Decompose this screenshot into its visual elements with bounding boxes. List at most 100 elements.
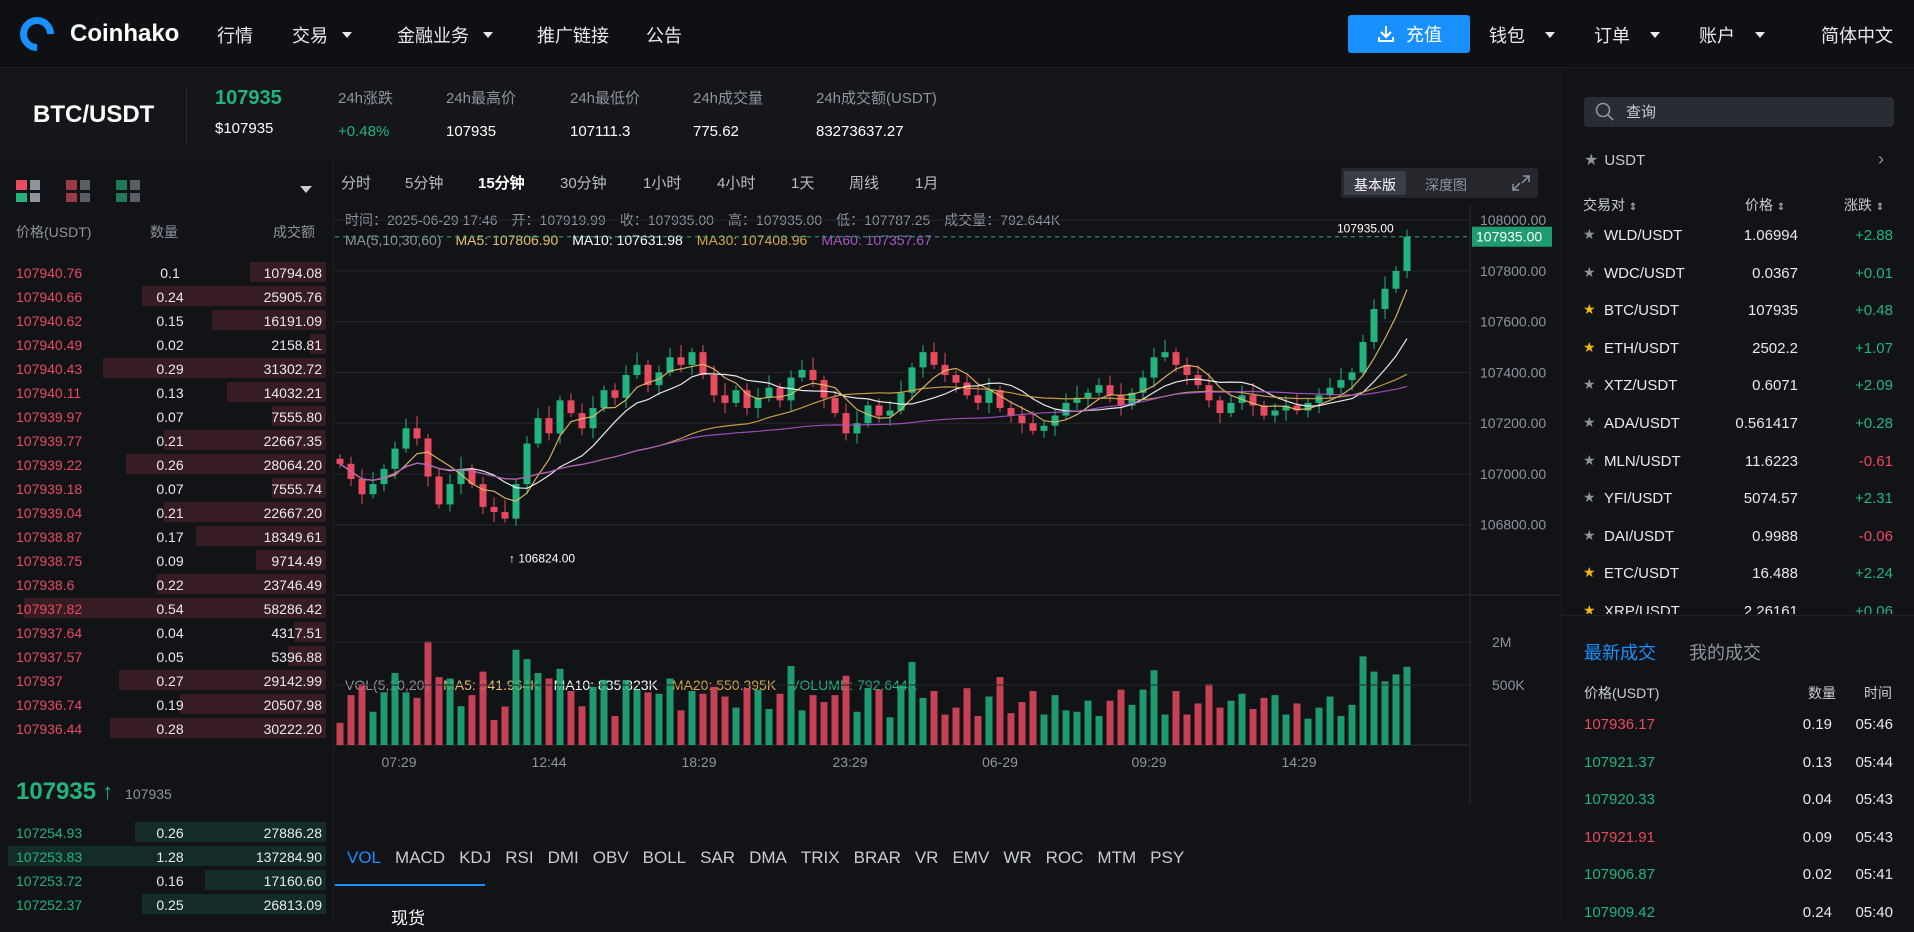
search-input[interactable] <box>1626 103 1876 121</box>
star-icon[interactable]: ★ <box>1583 414 1596 430</box>
indicator-tab[interactable]: DMA <box>749 848 787 867</box>
timeframe-tab[interactable]: 1月 <box>915 175 939 192</box>
ask-row[interactable]: 107939.04 0.21 22667.20 <box>8 500 326 524</box>
indicator-tab[interactable]: MTM <box>1097 848 1137 867</box>
ask-row[interactable]: 107937 0.27 29142.99 <box>8 668 326 692</box>
deposit-button[interactable]: 充值 <box>1348 15 1470 53</box>
ask-row[interactable]: 107940.11 0.13 14032.21 <box>8 380 326 404</box>
ask-row[interactable]: 107936.44 0.28 30222.20 <box>8 716 326 740</box>
ask-row[interactable]: 107939.22 0.26 28064.20 <box>8 452 326 476</box>
bid-row[interactable]: 107252.37 0.25 26813.09 <box>8 892 326 916</box>
fullscreen-icon[interactable] <box>1511 174 1531 192</box>
basic-view-button[interactable]: 基本版 <box>1344 171 1406 195</box>
timeframe-tab[interactable]: 分时 <box>341 175 372 192</box>
indicator-tab[interactable]: TRIX <box>800 848 840 867</box>
ask-row[interactable]: 107940.76 0.1 10794.08 <box>8 260 326 284</box>
ask-row[interactable]: 107938.87 0.17 18349.61 <box>8 524 326 548</box>
ask-row[interactable]: 107937.64 0.04 4317.51 <box>8 620 326 644</box>
market-row[interactable]: ★ XRP/USDT 2.26161 +0.06 <box>1562 595 1914 614</box>
indicator-tab[interactable]: BOLL <box>642 848 687 867</box>
ask-row[interactable]: 107937.57 0.05 5396.88 <box>8 644 326 668</box>
language-selector[interactable]: 简体中文 <box>1821 22 1893 48</box>
ask-row[interactable]: 107939.97 0.07 7555.80 <box>8 404 326 428</box>
market-row[interactable]: ★ MLN/USDT 11.6223 -0.61 <box>1562 445 1914 481</box>
brand-logo[interactable]: Coinhako <box>12 9 179 59</box>
nav-trade[interactable]: 交易 <box>292 22 352 48</box>
orderbook-both-icon[interactable] <box>16 180 40 202</box>
timeframe-tab[interactable]: 周线 <box>849 175 880 192</box>
indicator-tab[interactable]: ROC <box>1045 848 1084 867</box>
star-icon[interactable]: ★ <box>1583 451 1596 468</box>
tab-latest-trades[interactable]: 最新成交 <box>1584 643 1656 663</box>
timeframe-tab[interactable]: 1天 <box>791 175 815 192</box>
star-icon[interactable]: ★ <box>1583 602 1596 614</box>
timeframe-tab[interactable]: 1小时 <box>643 175 682 192</box>
star-icon[interactable]: ★ <box>1583 526 1596 543</box>
ask-row[interactable]: 107937.82 0.54 58286.42 <box>8 596 326 620</box>
nav-orders[interactable]: 订单 <box>1594 22 1660 48</box>
depth-view-button[interactable]: 深度图 <box>1425 177 1467 193</box>
ask-row[interactable]: 107936.74 0.19 20507.98 <box>8 692 326 716</box>
nav-account[interactable]: 账户 <box>1699 22 1765 48</box>
tab-my-trades[interactable]: 我的成交 <box>1689 643 1762 663</box>
precision-dropdown-icon[interactable] <box>300 186 312 193</box>
indicator-tab[interactable]: OBV <box>592 848 629 867</box>
star-icon[interactable]: ★ <box>1583 226 1596 242</box>
indicator-tab[interactable]: KDJ <box>459 848 492 867</box>
market-row[interactable]: ★ ETH/USDT 2502.2 +1.07 <box>1562 332 1914 368</box>
indicator-tab[interactable]: WR <box>1003 848 1032 867</box>
indicator-tab[interactable]: DMI <box>547 848 579 867</box>
indicator-tab[interactable]: PSY <box>1150 848 1185 867</box>
market-row[interactable]: ★ YFI/USDT 5074.57 +2.31 <box>1562 482 1914 518</box>
ask-row[interactable]: 107940.62 0.15 16191.09 <box>8 308 326 332</box>
star-icon[interactable]: ★ <box>1583 564 1596 581</box>
indicator-tab[interactable]: VR <box>914 848 939 867</box>
star-icon[interactable]: ★ <box>1583 338 1596 355</box>
ask-row[interactable]: 107940.66 0.24 25905.76 <box>8 284 326 308</box>
indicator-tab[interactable]: MACD <box>395 848 446 867</box>
candlestick-chart[interactable]: 108000.00 107800.00 107600.00 107400.00 1072… <box>335 205 1559 805</box>
timeframe-tab[interactable]: 5分钟 <box>405 175 444 192</box>
ask-row[interactable]: 107938.6 0.22 23746.49 <box>8 572 326 596</box>
market-row[interactable]: ★ XTZ/USDT 0.6071 +2.09 <box>1562 369 1914 405</box>
timeframe-tab[interactable]: 30分钟 <box>560 175 607 192</box>
star-icon[interactable]: ★ <box>1583 376 1596 393</box>
market-row[interactable]: ★ ETC/USDT 16.488 +2.24 <box>1562 557 1914 593</box>
orderbook-asks-icon[interactable] <box>66 180 90 202</box>
star-icon[interactable]: ★ <box>1583 263 1596 280</box>
bid-row[interactable]: 107253.83 1.28 137284.90 <box>8 844 326 868</box>
ask-row[interactable]: 107939.18 0.07 7555.74 <box>8 476 326 500</box>
nav-referral[interactable]: 推广链接 <box>537 22 609 48</box>
market-row[interactable]: ★ WLD/USDT 1.06994 +2.88 <box>1562 219 1914 255</box>
mk-header-change[interactable]: 涨跌 ⇕ <box>1844 195 1884 215</box>
nav-finance[interactable]: 金融业务 <box>397 22 493 48</box>
ask-row[interactable]: 107939.77 0.21 22667.35 <box>8 428 326 452</box>
indicator-tab[interactable]: EMV <box>952 848 990 867</box>
spot-tab[interactable]: 现货 <box>391 909 425 928</box>
market-row[interactable]: ★ WDC/USDT 0.0367 +0.01 <box>1562 257 1914 293</box>
timeframe-tab[interactable]: 15分钟 <box>478 175 525 192</box>
nav-wallet[interactable]: 钱包 <box>1489 22 1555 48</box>
indicator-tab[interactable]: BRAR <box>853 848 901 867</box>
chevron-right-icon[interactable]: › <box>1878 149 1884 169</box>
indicator-tab[interactable]: VOL <box>347 848 382 867</box>
ask-row[interactable]: 107940.49 0.02 2158.81 <box>8 332 326 356</box>
mk-header-pair[interactable]: 交易对 ⇕ <box>1583 195 1637 215</box>
nav-announcement[interactable]: 公告 <box>646 22 682 48</box>
ask-row[interactable]: 107940.43 0.29 31302.72 <box>8 356 326 380</box>
market-row[interactable]: ★ ADA/USDT 0.561417 +0.28 <box>1562 407 1914 443</box>
star-icon[interactable]: ★ <box>1583 301 1596 318</box>
indicator-tab[interactable]: SAR <box>700 848 736 867</box>
timeframe-tab[interactable]: 4小时 <box>717 175 756 192</box>
market-row[interactable]: ★ BTC/USDT 107935 +0.48 <box>1562 294 1914 330</box>
market-row[interactable]: ★ DAI/USDT 0.9988 -0.06 <box>1562 520 1914 556</box>
indicator-tab[interactable]: RSI <box>505 848 534 867</box>
bid-row[interactable]: 107253.72 0.16 17160.60 <box>8 868 326 892</box>
star-icon[interactable]: ★ <box>1583 489 1596 506</box>
bid-row[interactable]: 107254.93 0.26 27886.28 <box>8 820 326 844</box>
nav-market[interactable]: 行情 <box>217 22 253 48</box>
orderbook-bids-icon[interactable] <box>116 180 140 202</box>
mk-header-price[interactable]: 价格 ⇕ <box>1745 195 1785 215</box>
ask-row[interactable]: 107938.75 0.09 9714.49 <box>8 548 326 572</box>
quote-filter[interactable]: ★ USDT <box>1584 150 1645 170</box>
